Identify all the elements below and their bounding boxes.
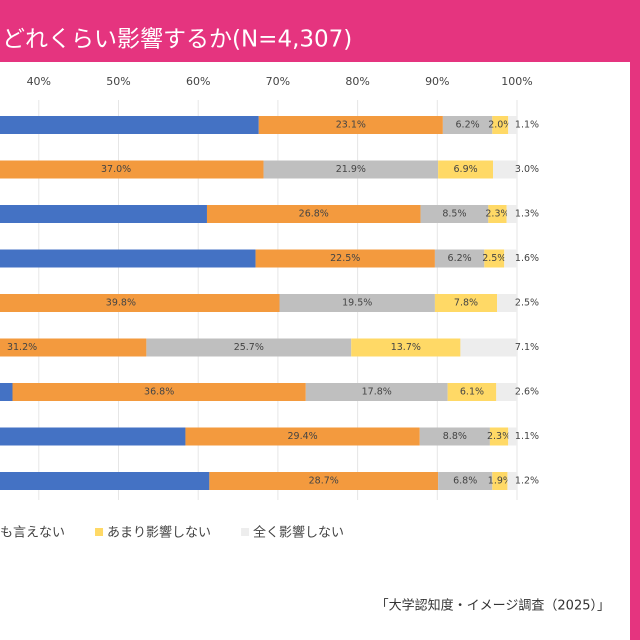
value-label: 26.8% (299, 209, 329, 220)
x-tick-label: 50% (106, 75, 130, 88)
bar-segment (0, 383, 13, 401)
bar-segment (0, 294, 280, 312)
bar-segment (146, 338, 352, 357)
bar-segment (504, 249, 517, 268)
bar-segment (0, 472, 210, 490)
bar-segment (258, 116, 443, 134)
bar-segment (508, 427, 517, 446)
value-label: 36.8% (144, 387, 174, 398)
bar-segment (0, 205, 207, 223)
bar-segment (506, 205, 517, 223)
value-label: 23.1% (336, 120, 366, 131)
value-label: 1.6% (515, 253, 539, 264)
bar-segment (508, 116, 517, 134)
value-label: 7.8% (454, 298, 478, 309)
bar-segment (420, 205, 489, 223)
value-label: 6.8% (453, 476, 477, 487)
value-label: 31.2% (7, 342, 37, 353)
bar-segment (255, 249, 435, 268)
legend-swatch (95, 528, 104, 536)
bar-segment (489, 427, 509, 446)
legend-label: も言えない (0, 526, 65, 541)
x-tick-label: 40% (27, 75, 51, 88)
x-tick-label: 90% (425, 75, 449, 88)
value-label: 37.0% (101, 164, 131, 175)
legend-label: あまり影響しない (107, 525, 211, 541)
value-label: 6.2% (448, 253, 472, 264)
value-label: 6.2% (456, 120, 480, 131)
value-label: 7.1% (515, 342, 539, 353)
value-label: 25.7% (234, 342, 264, 353)
bar-segment (492, 116, 509, 134)
value-label: 8.5% (442, 209, 466, 220)
bar-segment (492, 472, 508, 490)
value-label: 1.9% (488, 476, 512, 487)
bar-segment (305, 383, 448, 401)
bar-segment (0, 338, 147, 357)
source: 「大学認知度・イメージ調査（2025）」 (376, 598, 610, 614)
bar-segment (493, 160, 517, 179)
value-label: 3.0% (515, 164, 539, 175)
value-label: 2.5% (482, 253, 506, 264)
bar-segment (496, 383, 517, 401)
bar-segment (0, 116, 259, 134)
value-label: 2.6% (515, 387, 539, 398)
bar-segment (12, 383, 306, 401)
value-label: 19.5% (342, 298, 372, 309)
value-label: 1.3% (515, 209, 539, 220)
bar-segment (438, 472, 493, 490)
bar-segment (484, 249, 505, 268)
value-label: 1.1% (515, 431, 539, 442)
bar-segment (351, 338, 461, 357)
bar-segment (419, 427, 490, 446)
x-tick-label: 70% (266, 75, 290, 88)
bar-segment (507, 472, 517, 490)
value-label: 1.2% (515, 476, 539, 487)
bar-segment (460, 338, 517, 357)
bar-segment (209, 472, 439, 490)
title-band (0, 0, 640, 62)
bar-segment (497, 294, 517, 312)
value-label: 2.0% (488, 120, 512, 131)
bar-segment (0, 249, 256, 268)
value-label: 8.8% (443, 431, 467, 442)
frame-right (630, 0, 640, 640)
value-label: 2.5% (515, 298, 539, 309)
x-tick-label: 100% (501, 75, 532, 88)
bar-segment (442, 116, 493, 134)
bar-segment (263, 160, 439, 179)
value-label: 6.1% (460, 387, 484, 398)
value-label: 22.5% (330, 253, 360, 264)
bar-segment (438, 160, 494, 179)
value-label: 6.9% (454, 164, 478, 175)
bar-segment (488, 205, 507, 223)
bar-segment (434, 249, 485, 268)
value-label: 13.7% (391, 342, 421, 353)
bar-segment (434, 294, 498, 312)
value-label: 17.8% (362, 387, 392, 398)
x-tick-label: 80% (345, 75, 369, 88)
bar-segment (185, 427, 420, 446)
bar-segment (0, 160, 264, 179)
legend-label: 全く影響しない (253, 525, 344, 541)
bar-segment (0, 427, 186, 446)
value-label: 2.3% (485, 209, 509, 220)
bar-segment (279, 294, 435, 312)
bar-segment (447, 383, 497, 401)
value-label: 29.4% (288, 431, 318, 442)
value-label: 2.3% (487, 431, 511, 442)
x-tick-label: 60% (186, 75, 210, 88)
chart-title: どれくらい影響するか(N=4,307) (2, 27, 352, 53)
value-label: 39.8% (106, 298, 136, 309)
value-label: 28.7% (309, 476, 339, 487)
bar-segment (206, 205, 421, 223)
legend-swatch (241, 528, 250, 536)
value-label: 1.1% (515, 120, 539, 131)
value-label: 21.9% (336, 164, 366, 175)
